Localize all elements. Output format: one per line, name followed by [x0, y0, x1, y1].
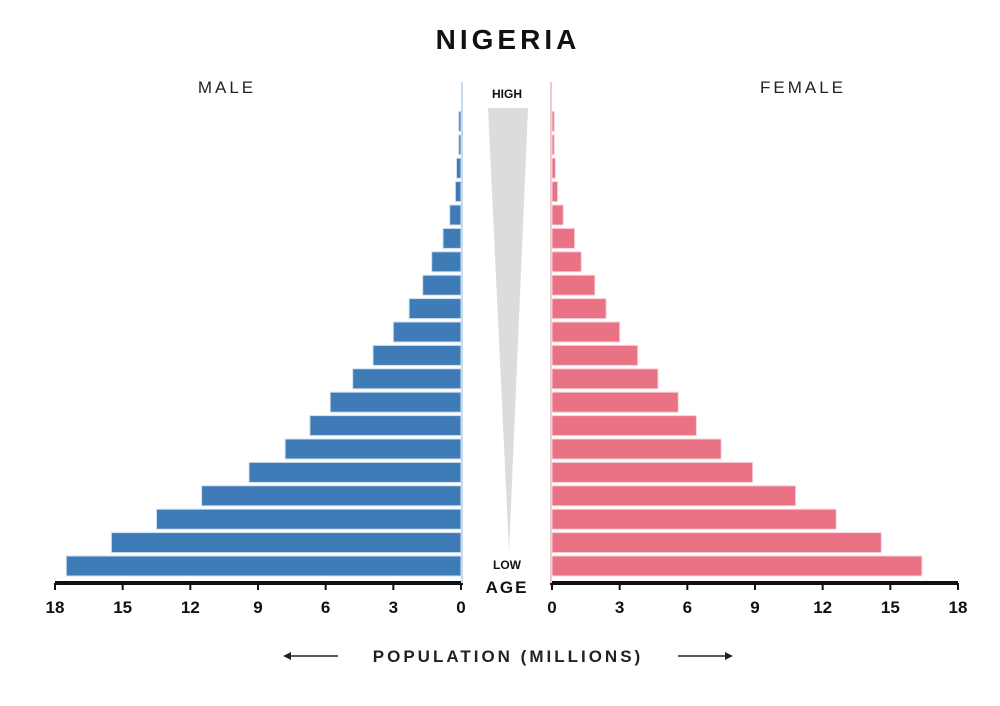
male-bar: [329, 391, 462, 413]
female-bar: [551, 298, 607, 320]
female-tick-label: 12: [813, 598, 832, 617]
male-tick-label: 15: [113, 598, 132, 617]
female-bar: [551, 134, 555, 156]
male-bars: [65, 110, 462, 577]
male-tick-label: 6: [321, 598, 330, 617]
female-bar: [551, 251, 582, 273]
age-axis-label: AGE: [486, 578, 529, 597]
female-bar: [551, 508, 837, 530]
female-bars: [551, 110, 923, 577]
male-bar: [431, 251, 462, 273]
male-tick-label: 3: [389, 598, 398, 617]
left-arrow-head: [283, 652, 291, 660]
male-bar: [456, 157, 462, 179]
female-bar: [551, 321, 621, 343]
male-bar: [65, 555, 462, 577]
female-bar: [551, 438, 722, 460]
male-tick-label: 9: [253, 598, 262, 617]
male-bar: [454, 181, 462, 203]
axes: 18 15 12 9 6 3 0 0 3 6 9 12 15 18: [46, 82, 968, 617]
x-axis-title: POPULATION (MILLIONS): [373, 647, 643, 666]
age-high-label: HIGH: [492, 87, 522, 101]
female-label: FEMALE: [760, 78, 846, 97]
female-tick-label: 6: [683, 598, 692, 617]
female-bar: [551, 204, 564, 226]
male-bar: [156, 508, 462, 530]
female-bar: [551, 532, 882, 554]
age-low-label: LOW: [493, 558, 522, 572]
female-bar: [551, 110, 555, 132]
female-bar: [551, 415, 697, 437]
male-bar: [449, 204, 462, 226]
male-bar: [309, 415, 462, 437]
male-bar: [352, 368, 462, 390]
female-tick-label: 0: [547, 598, 556, 617]
female-bar: [551, 227, 576, 249]
female-bar: [551, 391, 679, 413]
male-tick-label: 12: [181, 598, 200, 617]
male-tick-label: 18: [46, 598, 65, 617]
male-tick-label: 0: [456, 598, 465, 617]
female-bar: [551, 461, 754, 483]
female-tick-label: 18: [949, 598, 968, 617]
chart-title: NIGERIA: [436, 24, 581, 55]
male-label: MALE: [198, 78, 256, 97]
male-bar: [110, 532, 462, 554]
male-bar: [372, 344, 462, 366]
female-bar: [551, 344, 639, 366]
male-bar: [201, 485, 462, 507]
male-bar: [248, 461, 462, 483]
female-tick-label: 15: [881, 598, 900, 617]
female-bar: [551, 555, 923, 577]
female-tick-label: 9: [750, 598, 759, 617]
female-bar: [551, 368, 659, 390]
right-arrow-head: [725, 652, 733, 660]
male-bar: [458, 110, 462, 132]
male-bar: [408, 298, 462, 320]
male-bar: [422, 274, 462, 296]
female-tick-label: 3: [615, 598, 624, 617]
female-bar: [551, 485, 797, 507]
male-bar: [458, 134, 462, 156]
x-axis-title-group: POPULATION (MILLIONS): [283, 647, 733, 666]
age-gradient-wedge: [488, 108, 528, 552]
female-bar: [551, 157, 556, 179]
female-bar: [551, 274, 596, 296]
male-bar: [442, 227, 462, 249]
male-bar: [284, 438, 462, 460]
female-bar: [551, 181, 559, 203]
male-bar: [392, 321, 462, 343]
